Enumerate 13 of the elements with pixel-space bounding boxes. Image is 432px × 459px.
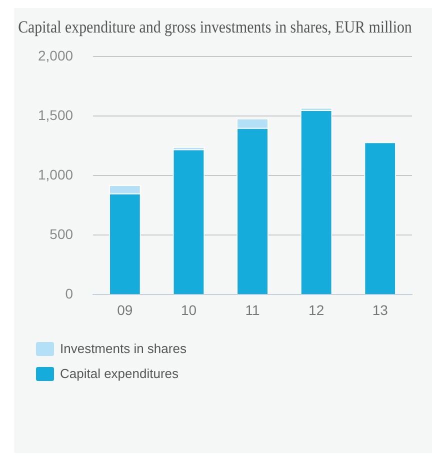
chart-title: Capital expenditure and gross investments in shares, EUR million xyxy=(18,18,412,37)
legend-label: Investments in shares xyxy=(60,341,186,356)
y-tick-label: 0 xyxy=(65,285,74,302)
y-tick-label: 1,500 xyxy=(38,106,74,123)
y-tick-label: 1,000 xyxy=(38,166,74,182)
x-tick-label: 10 xyxy=(180,302,197,318)
x-tick-label: 13 xyxy=(372,302,388,318)
legend-label: Capital expenditures xyxy=(60,366,179,381)
y-tick-label: 2,000 xyxy=(38,47,74,64)
y-tick-label: 500 xyxy=(50,226,74,242)
x-tick-label: 12 xyxy=(308,302,324,318)
x-tick-label: 11 xyxy=(245,302,260,318)
x-tick-label: 09 xyxy=(117,302,133,318)
